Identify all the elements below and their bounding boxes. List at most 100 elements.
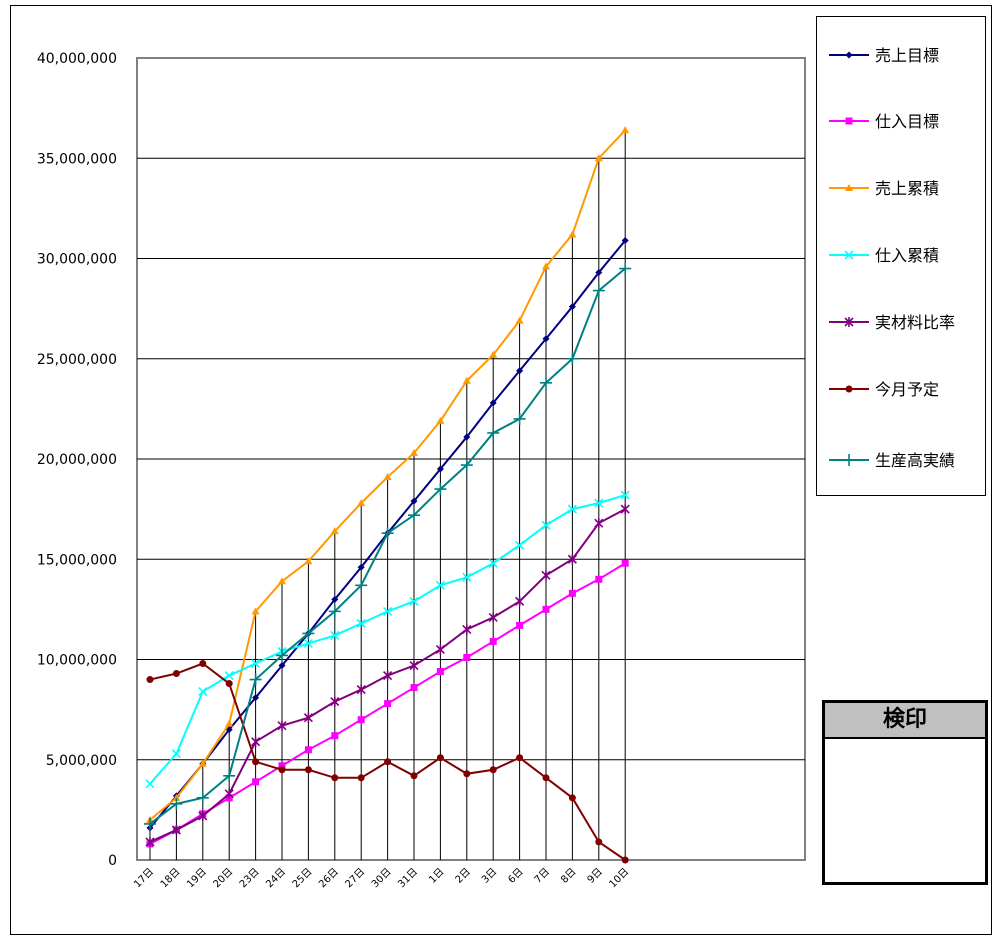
legend-label: 今月予定 (875, 380, 939, 399)
data-point (251, 607, 260, 615)
data-point (542, 774, 550, 782)
x-tick-label: 8日 (559, 866, 578, 885)
legend-marker (843, 454, 855, 466)
data-point (621, 856, 629, 864)
data-point (489, 399, 497, 407)
data-point (568, 794, 576, 802)
data-point (434, 483, 447, 496)
legend-label: 売上目標 (875, 46, 939, 65)
data-point (621, 126, 630, 134)
data-point (357, 716, 365, 724)
y-tick-label: 35,000,000 (37, 151, 117, 167)
data-point (595, 575, 603, 583)
series-3 (145, 490, 630, 789)
data-point (515, 316, 524, 324)
data-point (410, 448, 418, 456)
data-point (568, 589, 576, 597)
data-point (302, 627, 315, 640)
data-point (568, 230, 577, 238)
series-lines (144, 126, 632, 864)
legend-label: 売上累積 (875, 179, 939, 198)
legend-marker (844, 250, 854, 260)
data-point (515, 540, 525, 550)
data-point (540, 376, 552, 389)
data-point (223, 769, 236, 782)
x-tick-label: 25日 (291, 866, 315, 890)
data-point (199, 660, 207, 668)
data-point (621, 559, 629, 567)
series-5 (146, 660, 629, 864)
y-tick-label: 25,000,000 (37, 352, 117, 368)
data-point (488, 558, 498, 568)
x-tick-label: 24日 (264, 866, 288, 890)
data-point (435, 644, 445, 655)
data-point (356, 684, 366, 695)
data-point (224, 788, 234, 799)
data-point (251, 658, 261, 669)
data-point (516, 754, 524, 762)
data-point (435, 580, 445, 590)
data-point (462, 572, 472, 582)
data-point (621, 236, 629, 244)
data-point (145, 836, 155, 847)
data-point (462, 376, 471, 384)
data-point (595, 269, 603, 277)
x-tick-label: 7日 (533, 866, 552, 885)
data-point (620, 504, 630, 515)
data-point (328, 605, 341, 618)
y-tick-label: 0 (108, 853, 117, 869)
data-point (383, 473, 392, 481)
legend-item: 実材料比率 (829, 313, 955, 332)
x-tick-label: 30日 (370, 866, 394, 890)
y-tick-label: 30,000,000 (37, 252, 117, 268)
data-point (568, 303, 576, 311)
legend-item: 売上累積 (829, 179, 939, 198)
data-point (224, 670, 234, 681)
data-point (592, 284, 605, 297)
y-tick-label: 20,000,000 (37, 452, 117, 468)
data-point (541, 570, 551, 581)
y-tick-label: 40,000,000 (37, 51, 117, 67)
legend-label: 実材料比率 (875, 313, 955, 332)
data-point (171, 749, 181, 759)
legend-label: 仕入累積 (875, 246, 939, 265)
x-tick-label: 2日 (454, 866, 473, 885)
series-6 (144, 262, 632, 830)
data-point (225, 680, 233, 688)
data-point (303, 712, 313, 723)
data-point (541, 520, 551, 530)
x-tick-label: 26日 (317, 866, 341, 890)
data-point (170, 797, 183, 810)
data-point (252, 778, 260, 786)
data-point (172, 793, 181, 801)
data-point (409, 596, 419, 606)
data-point (384, 758, 392, 766)
data-point (409, 660, 419, 671)
data-point (171, 824, 181, 835)
data-point (463, 770, 471, 778)
data-point (252, 694, 260, 702)
data-point (357, 774, 365, 782)
legend-label: 仕入目標 (875, 112, 939, 131)
x-tick-label: 6日 (506, 866, 525, 885)
data-point (463, 653, 471, 661)
x-axis-ticks: 17日 18日 19日 20日 23日 24日 25日 26日 27日 30日 31日 1日 2日 3日 6… (132, 866, 631, 890)
y-tick-label: 10,000,000 (37, 653, 117, 669)
data-point (196, 791, 209, 804)
data-point (463, 433, 471, 441)
data-point (489, 350, 498, 358)
y-tick-label: 15,000,000 (37, 552, 117, 568)
legend-item: 今月予定 (829, 380, 939, 399)
x-tick-label: 31日 (396, 866, 420, 890)
data-point (384, 700, 392, 708)
x-tick-label: 20日 (211, 866, 235, 890)
data-point (488, 612, 498, 623)
data-point (567, 504, 577, 514)
data-point (278, 766, 286, 774)
data-point (436, 416, 445, 424)
data-point (330, 527, 339, 535)
data-point (278, 762, 286, 770)
data-point (198, 759, 207, 767)
data-point (516, 621, 524, 629)
